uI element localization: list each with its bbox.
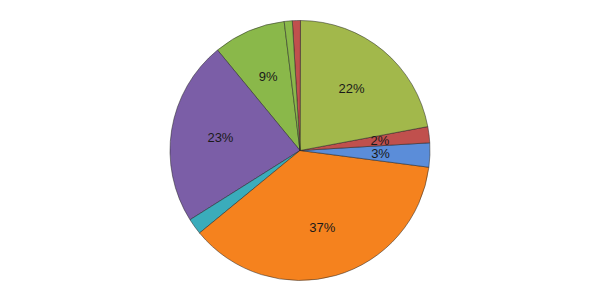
svg-text:2%: 2% xyxy=(371,133,390,148)
svg-text:23%: 23% xyxy=(207,130,233,145)
svg-text:9%: 9% xyxy=(259,69,278,84)
svg-text:3%: 3% xyxy=(371,145,390,161)
svg-text:22%: 22% xyxy=(339,81,365,96)
svg-text:37%: 37% xyxy=(309,220,335,235)
